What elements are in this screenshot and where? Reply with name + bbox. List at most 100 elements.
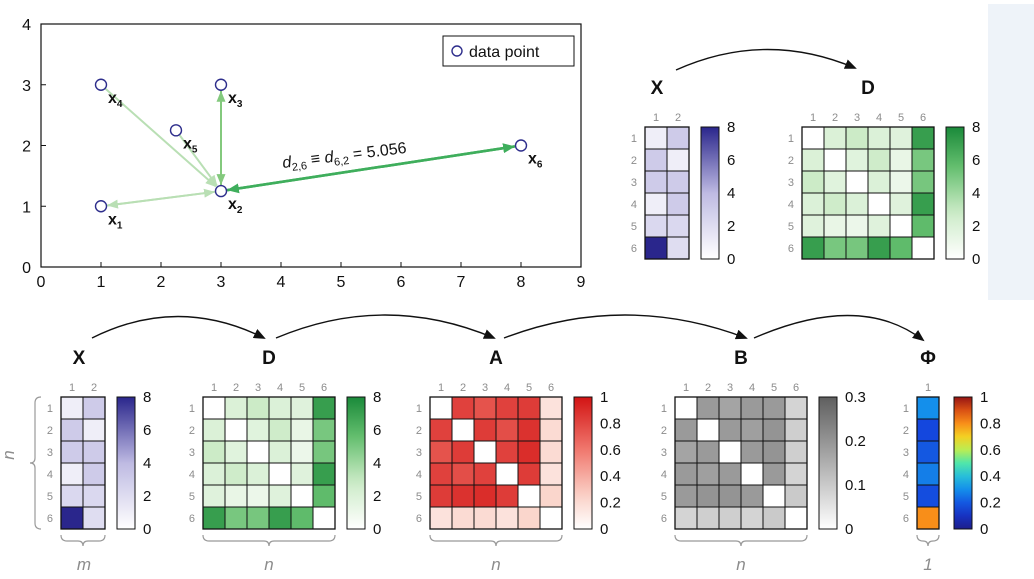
distance-arrow: [104, 87, 217, 188]
col-header: 6: [548, 382, 554, 394]
matrix-cell: [82, 396, 106, 420]
matrix-cell: [60, 462, 84, 486]
matrix-cell: [696, 396, 720, 420]
row-header: 3: [416, 447, 422, 459]
col-header: 1: [69, 382, 75, 394]
colorbar: [573, 396, 593, 530]
matrix-cell: [674, 506, 698, 530]
colorbar: [953, 396, 973, 530]
matrix-cell: [916, 396, 940, 420]
row-header: 5: [631, 221, 637, 233]
matrix-cell: [451, 484, 475, 508]
matrix-cell: [451, 440, 475, 464]
matrix-cell: [911, 236, 935, 260]
matrix-cell: [911, 170, 935, 194]
matrix-cell: [823, 126, 847, 150]
matrix-cell: [517, 418, 541, 442]
matrix-cell: [539, 484, 563, 508]
row-header: 1: [631, 133, 637, 145]
matrix-cell: [224, 506, 248, 530]
svg-text:d2,6 ≡ d6,2 = 5.056: d2,6 ≡ d6,2 = 5.056: [281, 140, 408, 175]
matrix-cell: [539, 418, 563, 442]
row-header: 5: [47, 491, 53, 503]
matrix-cell: [762, 418, 786, 442]
matrix-cell: [82, 506, 106, 530]
matrix-cell: [911, 148, 935, 172]
matrix-cell: [867, 170, 891, 194]
matrix-cell: [268, 396, 292, 420]
matrix-cell: [290, 506, 314, 530]
x-tick-label: 9: [577, 274, 586, 291]
matrix-cell: [762, 506, 786, 530]
matrix-cell: [268, 418, 292, 442]
underbrace: [60, 534, 106, 547]
flow-arrow-x-to-d: [91, 315, 266, 339]
matrix-border: [644, 126, 690, 260]
matrix-cell: [429, 418, 453, 442]
matrix-cell: [246, 506, 270, 530]
colorbar-tick-label: 0.6: [600, 442, 621, 459]
matrix-cell: [495, 506, 519, 530]
colorbar: [945, 126, 965, 260]
dim-one: 1: [923, 555, 932, 574]
legend: data point: [442, 35, 575, 67]
matrix-cell: [845, 214, 869, 238]
col-header: 3: [482, 382, 488, 394]
colorbar-tick-label: 0.6: [980, 442, 1001, 459]
matrix-cell: [801, 148, 825, 172]
row-header: 4: [903, 469, 909, 481]
col-header: 2: [705, 382, 711, 394]
row-header: 3: [47, 447, 53, 459]
matrix-d: D 1 2 3 4 5 6 1 2 3 4 5 6 8 6 4 2 0: [788, 78, 980, 268]
matrix-cell: [60, 440, 84, 464]
colorbar-tick-label: 0.8: [600, 415, 621, 432]
matrix-cell: [312, 484, 336, 508]
matrix-title: A: [489, 348, 503, 369]
matrix-cell: [784, 396, 808, 420]
y-tick-label: 2: [22, 139, 31, 156]
matrix-cell: [845, 148, 869, 172]
matrix-cell: [911, 192, 935, 216]
matrix-cell: [202, 396, 226, 420]
matrix-cell: [82, 440, 106, 464]
colorbar-tick-label: 8: [373, 389, 381, 406]
dim-n-b: n: [736, 555, 745, 574]
matrix-cell: [823, 170, 847, 194]
matrix-cell: [246, 484, 270, 508]
matrix-cell: [644, 170, 668, 194]
matrix-cell: [539, 462, 563, 486]
colorbar-tick-label: 6: [972, 152, 980, 169]
row-header: 3: [189, 447, 195, 459]
row-header: 2: [47, 425, 53, 437]
col-header: 1: [683, 382, 689, 394]
matrix-cell: [539, 396, 563, 420]
matrix-cell: [517, 440, 541, 464]
data-point-label: x2: [228, 196, 243, 216]
matrix-cell: [246, 440, 270, 464]
matrix-cell: [740, 484, 764, 508]
matrix-border: [60, 396, 106, 530]
matrix-title: B: [734, 348, 748, 369]
colorbar-tick-label: 8: [727, 119, 735, 136]
matrix-cell: [867, 126, 891, 150]
col-header: 6: [920, 112, 926, 124]
matrix-cell: [666, 170, 690, 194]
matrix-cell: [784, 506, 808, 530]
y-tick-label: 3: [22, 78, 31, 95]
matrix-cell: [889, 236, 913, 260]
matrix-x: X 1 2 1 2 3 4 5 6 8 6 4 2 0: [631, 78, 735, 268]
matrix-cell: [889, 148, 913, 172]
matrix-cell: [845, 192, 869, 216]
col-header: 2: [460, 382, 466, 394]
matrix-cell: [718, 484, 742, 508]
flow-arrow-x-to-d-top: [675, 48, 857, 71]
row-header: 2: [189, 425, 195, 437]
row-header: 1: [189, 403, 195, 415]
x-tick-label: 1: [97, 274, 106, 291]
matrix-cell: [290, 396, 314, 420]
row-header: 1: [903, 403, 909, 415]
flow-arrow-d-to-a: [275, 314, 496, 339]
matrix-cell: [666, 126, 690, 150]
matrix-cell: [268, 440, 292, 464]
